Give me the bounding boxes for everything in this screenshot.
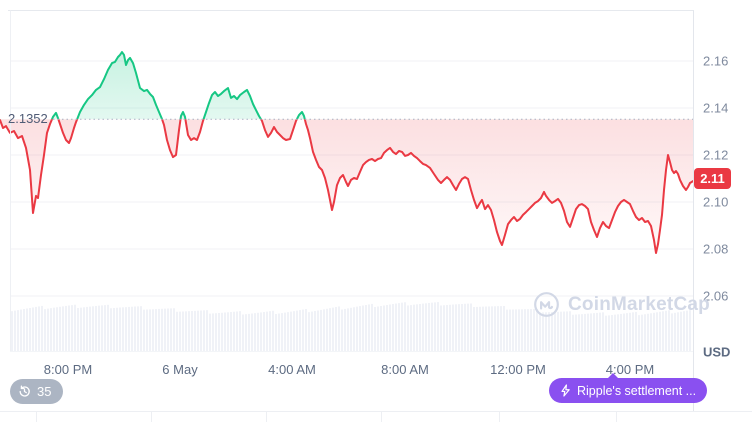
baseline-price-label: 2.1352 [8,111,48,126]
current-price-badge: 2.11 [694,168,731,189]
currency-label: USD [703,344,731,360]
y-axis-label: 2.06 [703,288,729,304]
x-axis-label: 12:00 PM [490,362,546,377]
lightning-bolt-icon [561,384,570,397]
y-axis-label: 2.10 [703,194,729,210]
bottom-tick [499,411,500,422]
clock-history-icon [19,385,30,397]
news-button[interactable]: Ripple's settlement ... [549,373,708,403]
x-axis-label: 6 May [162,362,198,377]
y-axis-label: 2.12 [703,147,729,163]
x-axis-label: 8:00 PM [43,362,93,377]
history-count: 35 [37,384,52,399]
x-axis-label: 4:00 AM [268,362,316,377]
bottom-divider [0,411,752,412]
y-axis-label: 2.16 [703,53,729,69]
history-count-badge[interactable]: 35 [10,379,64,404]
bottom-tick [616,411,617,422]
watermark-text: CoinMarketCap [568,293,710,315]
bottom-tick [151,411,152,422]
bottom-tick [381,411,382,422]
bottom-tick [266,411,267,422]
watermark: CoinMarketCap [533,291,710,318]
y-axis-label: 2.14 [703,100,729,116]
x-axis-label: 8:00 AM [381,362,429,377]
y-axis-label: 2.08 [703,241,729,257]
coinmarketcap-logo-icon [534,292,559,317]
news-button-label: Ripple's settlement ... [577,383,697,398]
bottom-tick [36,411,37,422]
